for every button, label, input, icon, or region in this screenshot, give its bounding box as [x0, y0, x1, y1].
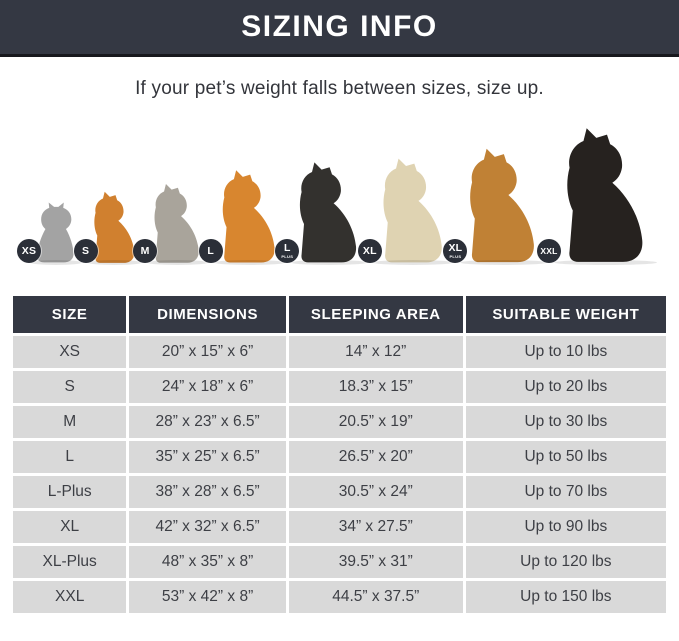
- cell-dimensions: 53” x 42” x 8”: [129, 581, 286, 613]
- pet-item: L PLUS: [275, 160, 368, 265]
- pet-item: XL PLUS: [443, 146, 547, 265]
- cell-size: S: [13, 371, 127, 403]
- cell-dimensions: 38” x 28” x 6.5”: [129, 476, 286, 508]
- cell-sleeping-area: 30.5” x 24”: [288, 476, 463, 508]
- cell-sleeping-area: 14” x 12”: [288, 336, 463, 368]
- table-row: M 28” x 23” x 6.5” 20.5” x 19” Up to 30 lbs: [13, 406, 666, 438]
- cell-size: XL-Plus: [13, 546, 127, 578]
- cell-dimensions: 24” x 18” x 6”: [129, 371, 286, 403]
- table-row: L-Plus 38” x 28” x 6.5” 30.5” x 24” Up to 7…: [13, 476, 666, 508]
- cell-suitable-weight: Up to 120 lbs: [465, 546, 666, 578]
- table-row: L 35” x 25” x 6.5” 26.5” x 20” Up to 50 lbs: [13, 441, 666, 473]
- cell-sleeping-area: 20.5” x 19”: [288, 406, 463, 438]
- doberman-icon: [567, 128, 643, 262]
- cell-size: L-Plus: [13, 476, 127, 508]
- cell-sleeping-area: 44.5” x 37.5”: [288, 581, 463, 613]
- size-badge: XL: [357, 239, 382, 263]
- golden-retriever-icon: [470, 148, 535, 263]
- sizing-table-header: SIZE DIMENSIONS SLEEPING AREA SUITABLE WEIG…: [13, 296, 666, 333]
- pet-item: L: [198, 168, 285, 265]
- table-row: XL-Plus 48” x 35” x 8” 39.5” x 31” Up to 12…: [13, 546, 666, 578]
- pet-shadow: [30, 260, 83, 265]
- size-badge: S: [73, 239, 98, 263]
- size-badge: L PLUS: [275, 239, 300, 263]
- cell-sleeping-area: 39.5” x 31”: [288, 546, 463, 578]
- cell-dimensions: 48” x 35” x 8”: [129, 546, 286, 578]
- border-collie-icon: [300, 162, 357, 263]
- pet-shadow: [290, 260, 368, 265]
- size-badge: XS: [17, 239, 41, 263]
- labrador-icon: [383, 158, 442, 263]
- pet-item: XS: [17, 202, 83, 265]
- pet-item: S: [73, 190, 142, 265]
- pet-shadow: [147, 260, 208, 265]
- cell-suitable-weight: Up to 150 lbs: [465, 581, 666, 613]
- pomeranian-icon: [93, 191, 134, 263]
- table-row: XS 20” x 15” x 6” 14” x 12” Up to 10 lbs: [13, 336, 666, 368]
- cell-size: XL: [13, 511, 127, 543]
- cell-dimensions: 20” x 15” x 6”: [129, 336, 286, 368]
- cell-sleeping-area: 34” x 27.5”: [288, 511, 463, 543]
- pet-item: XL: [357, 156, 454, 265]
- cell-suitable-weight: Up to 50 lbs: [465, 441, 666, 473]
- cell-sleeping-area: 18.3” x 15”: [288, 371, 463, 403]
- column-header-size: SIZE: [13, 296, 127, 333]
- cell-suitable-weight: Up to 30 lbs: [465, 406, 666, 438]
- shiba-inu-icon: [222, 170, 275, 263]
- size-badge: XXL: [536, 239, 561, 263]
- cell-dimensions: 35” x 25” x 6.5”: [129, 441, 286, 473]
- column-header-suitable-weight: SUITABLE WEIGHT: [465, 296, 666, 333]
- cell-dimensions: 28” x 23” x 6.5”: [129, 406, 286, 438]
- column-header-dimensions: DIMENSIONS: [129, 296, 286, 333]
- cell-suitable-weight: Up to 20 lbs: [465, 371, 666, 403]
- pet-shadow: [554, 260, 658, 265]
- table-row: XL 42” x 32” x 6.5” 34” x 27.5” Up to 90 lb…: [13, 511, 666, 543]
- page-title: SIZING INFO: [241, 10, 438, 43]
- table-row: XXL 53” x 42” x 8” 44.5” x 37.5” Up to 150 …: [13, 581, 666, 613]
- column-header-sleeping-area: SLEEPING AREA: [288, 296, 463, 333]
- pet-shadow: [87, 260, 142, 265]
- pet-item: XXL: [536, 125, 658, 265]
- cell-suitable-weight: Up to 70 lbs: [465, 476, 666, 508]
- size-badge: L: [198, 239, 223, 263]
- subtitle-text: If your pet’s weight falls between sizes…: [135, 78, 544, 99]
- cell-suitable-weight: Up to 90 lbs: [465, 511, 666, 543]
- cat-icon: [36, 202, 74, 263]
- sizing-table: SIZE DIMENSIONS SLEEPING AREA SUITABLE WEIG…: [10, 293, 669, 616]
- cell-suitable-weight: Up to 10 lbs: [465, 336, 666, 368]
- pet-shadow: [373, 260, 454, 265]
- sizing-table-body: XS 20” x 15” x 6” 14” x 12” Up to 10 lbs S 24…: [13, 336, 666, 613]
- cell-size: XS: [13, 336, 127, 368]
- cell-dimensions: 42” x 32” x 6.5”: [129, 511, 286, 543]
- table-row: S 24” x 18” x 6” 18.3” x 15” Up to 20 lbs: [13, 371, 666, 403]
- pet-shadow: [213, 260, 285, 265]
- french-bulldog-icon: [154, 183, 199, 263]
- cell-sleeping-area: 26.5” x 20”: [288, 441, 463, 473]
- size-badge: M: [133, 239, 158, 263]
- cell-size: L: [13, 441, 127, 473]
- title-bar: SIZING INFO: [0, 0, 679, 57]
- size-badge: XL PLUS: [443, 239, 468, 263]
- cell-size: M: [13, 406, 127, 438]
- pet-shadow: [459, 260, 547, 265]
- pet-item: M: [133, 182, 208, 265]
- pet-size-row: XS S M L: [0, 120, 679, 265]
- header-row: SIZE DIMENSIONS SLEEPING AREA SUITABLE WEIG…: [13, 296, 666, 333]
- cell-size: XXL: [13, 581, 127, 613]
